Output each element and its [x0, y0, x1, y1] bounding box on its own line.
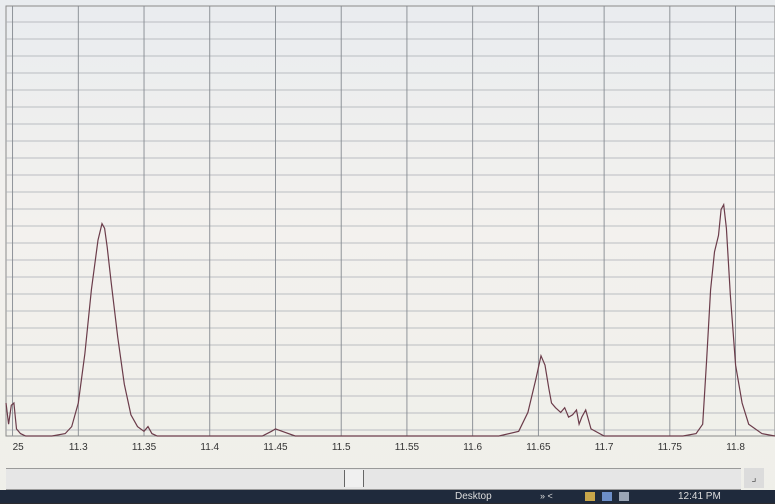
taskbar-clock[interactable]: 12:41 PM	[678, 491, 721, 502]
taskbar-desktop-label[interactable]: Desktop	[455, 491, 492, 502]
x-tick-label: 11.6	[463, 442, 482, 453]
resize-grip-icon[interactable]: ⌟	[744, 468, 764, 488]
x-tick-label: 11.65	[526, 442, 551, 453]
x-tick-label: 25	[13, 442, 25, 453]
x-tick-label: 11.35	[132, 442, 157, 453]
chromatogram-trace	[5, 202, 775, 437]
x-tick-label: 11.5	[332, 442, 351, 453]
horizontal-gridlines	[6, 21, 775, 431]
scrollbar-thumb[interactable]	[344, 470, 364, 487]
vertical-gridlines	[12, 6, 737, 436]
x-axis-tick-labels: 25 11.3 11.35 11.4 11.45 11.5 11.55 11.6 11.65 11…	[13, 442, 746, 453]
x-tick-label: 11.3	[69, 442, 88, 453]
x-tick-label: 11.7	[595, 442, 614, 453]
horizontal-scrollbar[interactable]	[6, 468, 741, 490]
x-tick-label: 11.4	[200, 442, 219, 453]
system-tray	[585, 492, 633, 501]
folder-tray-icon[interactable]	[585, 492, 595, 501]
taskbar: Desktop » < 12:41 PM	[0, 490, 775, 503]
taskbar-chevron-icon[interactable]: » <	[540, 491, 553, 501]
x-tick-label: 11.75	[658, 442, 683, 453]
network-tray-icon[interactable]	[601, 492, 612, 501]
x-tick-label: 11.45	[263, 442, 288, 453]
chromatogram-chart: 25 11.3 11.35 11.4 11.45 11.5 11.55 11.6 11.65 11…	[5, 5, 775, 453]
x-tick-label: 11.55	[395, 442, 420, 453]
volume-tray-icon[interactable]	[618, 492, 629, 501]
x-tick-label: 11.8	[726, 442, 745, 453]
plot-area	[5, 5, 775, 437]
